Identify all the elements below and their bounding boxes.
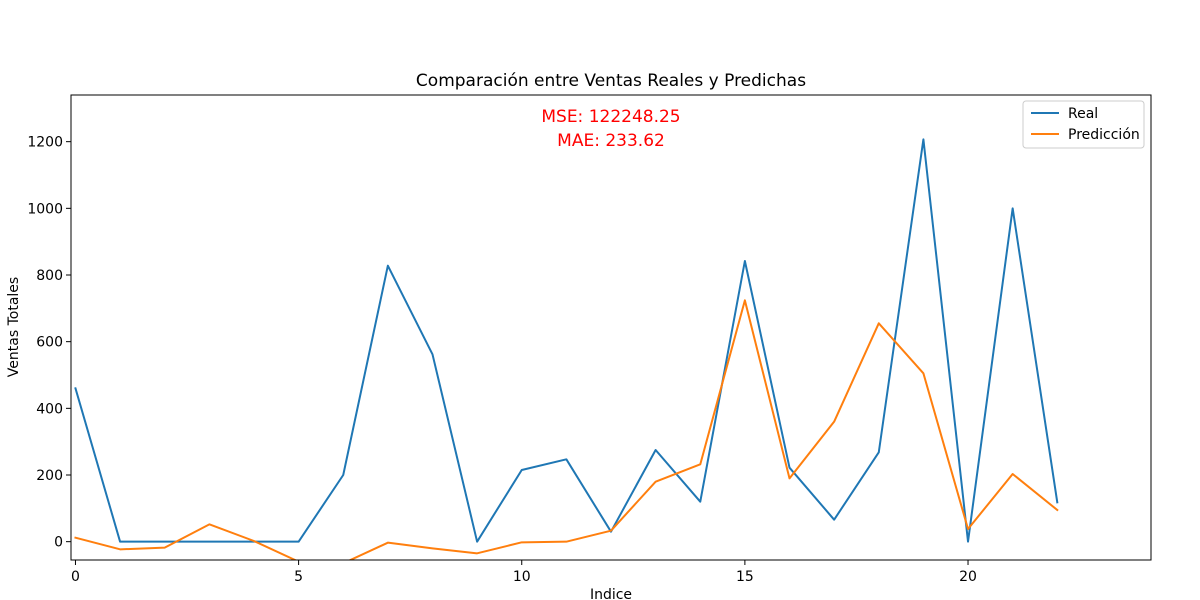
x-tick-label-10: 10 <box>513 569 531 585</box>
plot-frame <box>70 94 1152 561</box>
x-tick-label-0: 0 <box>71 569 80 585</box>
x-axis: 0 5 10 15 20 <box>71 560 977 585</box>
y-tick-label-600: 600 <box>36 335 63 351</box>
y-axis: 0 200 400 600 800 1000 1200 <box>27 135 71 551</box>
y-tick-label-800: 800 <box>36 268 63 284</box>
y-tick-label-1000: 1000 <box>27 201 63 217</box>
y-axis-label: Ventas Totales <box>6 277 22 377</box>
legend: Real Predicción <box>1022 100 1145 149</box>
mae-annotation: MAE: 233.62 <box>557 131 665 151</box>
y-tick-label-1200: 1200 <box>27 135 63 151</box>
series-lines <box>74 138 1059 560</box>
mse-annotation: MSE: 122248.25 <box>541 107 680 127</box>
chart-title: Comparación entre Ventas Reales y Predic… <box>416 71 806 91</box>
x-tick-label-5: 5 <box>294 569 303 585</box>
series-line-predicci-n <box>74 299 1059 560</box>
legend-label-prediccion: Predicción <box>1068 127 1140 143</box>
x-tick-label-20: 20 <box>959 569 977 585</box>
x-tick-label-15: 15 <box>736 569 754 585</box>
x-axis-label: Indice <box>590 587 632 600</box>
y-tick-label-0: 0 <box>54 535 63 551</box>
series-line-real <box>74 138 1059 543</box>
legend-label-real: Real <box>1068 106 1098 122</box>
y-tick-label-400: 400 <box>36 401 63 417</box>
y-tick-label-200: 200 <box>36 468 63 484</box>
